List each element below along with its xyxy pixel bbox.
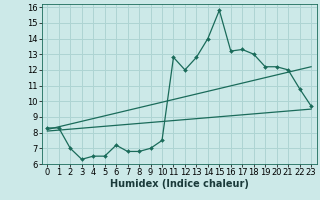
X-axis label: Humidex (Indice chaleur): Humidex (Indice chaleur) — [110, 179, 249, 189]
